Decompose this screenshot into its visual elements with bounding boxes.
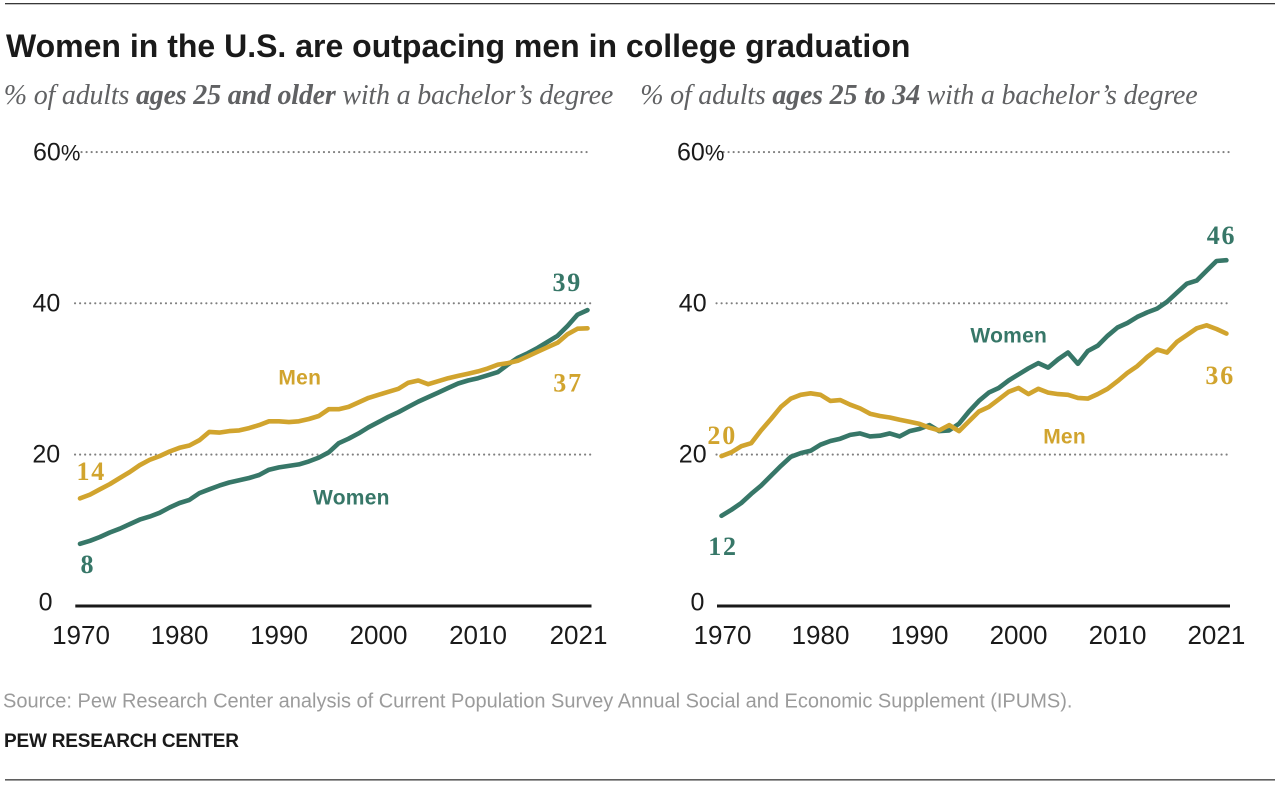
- svg-text:46: 46: [1207, 221, 1237, 250]
- svg-text:2021: 2021: [1187, 620, 1245, 650]
- svg-text:Women in the U.S. are outpacin: Women in the U.S. are outpacing men in c…: [6, 28, 910, 64]
- svg-text:Women: Women: [970, 325, 1047, 348]
- svg-text:1990: 1990: [250, 620, 308, 650]
- svg-text:0: 0: [39, 588, 53, 616]
- svg-text:PEW RESEARCH CENTER: PEW RESEARCH CENTER: [4, 731, 239, 752]
- svg-text:2010: 2010: [449, 620, 507, 650]
- svg-text:0: 0: [691, 588, 705, 616]
- svg-text:1990: 1990: [891, 620, 949, 650]
- svg-text:Source: Pew Research Center an: Source: Pew Research Center analysis of …: [3, 691, 1072, 713]
- svg-text:20: 20: [679, 440, 707, 468]
- svg-text:2010: 2010: [1089, 620, 1147, 650]
- svg-text:1970: 1970: [52, 620, 110, 650]
- svg-text:14: 14: [77, 457, 107, 486]
- svg-text:40: 40: [679, 290, 707, 318]
- svg-text:1980: 1980: [792, 620, 850, 650]
- svg-text:60%: 60%: [677, 138, 724, 166]
- svg-text:20: 20: [707, 421, 737, 450]
- svg-text:% of adults ages 25 to 34 with: % of adults ages 25 to 34 with a bachelo…: [640, 80, 1197, 111]
- svg-text:12: 12: [708, 532, 738, 561]
- svg-text:% of adults ages 25 and older: % of adults ages 25 and older with a bac…: [4, 80, 613, 111]
- svg-text:2000: 2000: [350, 620, 408, 650]
- svg-text:40: 40: [33, 290, 61, 318]
- svg-text:36: 36: [1205, 361, 1235, 390]
- svg-text:1980: 1980: [151, 620, 209, 650]
- svg-text:37: 37: [553, 369, 583, 398]
- svg-text:Women: Women: [313, 487, 390, 510]
- svg-text:39: 39: [553, 268, 583, 297]
- svg-text:1970: 1970: [694, 620, 752, 650]
- svg-text:60%: 60%: [33, 138, 80, 166]
- svg-text:Men: Men: [1043, 426, 1086, 449]
- svg-text:Men: Men: [278, 367, 321, 390]
- svg-text:20: 20: [32, 440, 60, 468]
- svg-text:2000: 2000: [990, 620, 1048, 650]
- svg-text:2021: 2021: [550, 620, 608, 650]
- svg-text:8: 8: [81, 550, 96, 579]
